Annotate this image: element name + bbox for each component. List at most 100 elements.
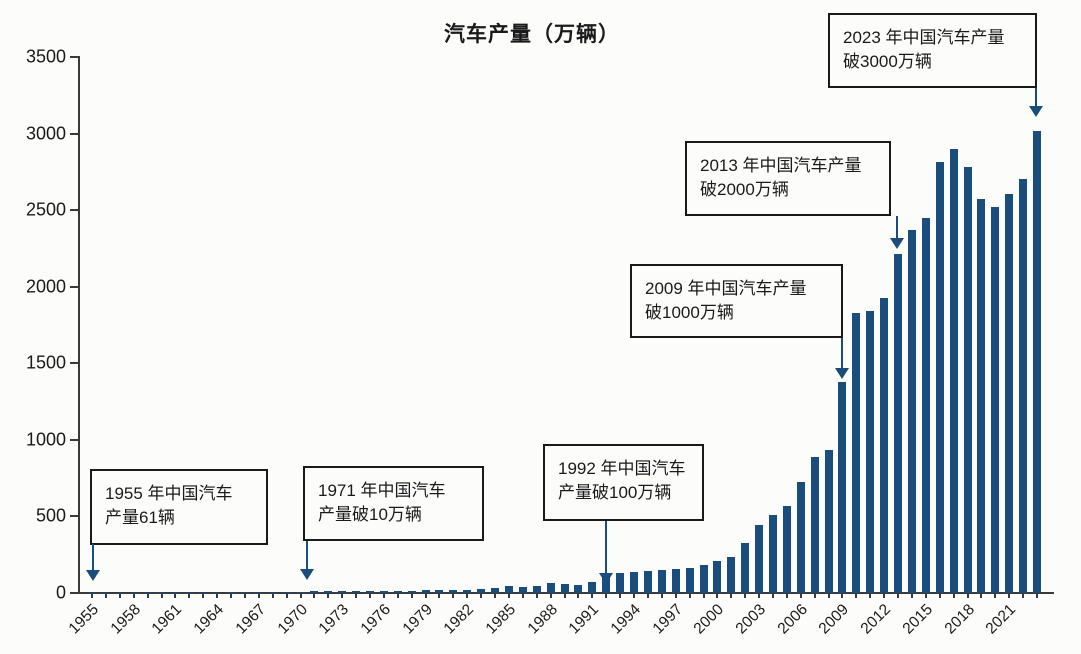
bar-1988: [546, 583, 555, 593]
y-tick-label-3500: 3500: [25, 46, 66, 67]
annotation-arrow-2009: [835, 338, 849, 379]
x-tick-2015: [924, 593, 927, 598]
arrow-head-icon: [599, 573, 613, 584]
x-tick-1958: [132, 593, 135, 598]
x-tick-1963: [202, 593, 205, 598]
x-tick-1980: [438, 593, 441, 598]
arrow-stem: [841, 338, 843, 369]
x-tick-1975: [368, 593, 371, 598]
x-tick-1962: [188, 593, 191, 598]
x-tick-1999: [702, 593, 705, 598]
bar-1997: [671, 568, 680, 593]
x-tick-1988: [549, 593, 552, 598]
annotation-text: 1971 年中国汽车: [318, 481, 446, 500]
x-tick-2016: [938, 593, 941, 598]
x-tick-1971: [313, 593, 316, 598]
x-tick-2022: [1022, 593, 1025, 598]
bar-2018: [963, 167, 972, 593]
x-tick-1996: [660, 593, 663, 598]
arrow-head-icon: [300, 569, 314, 580]
bar-2023: [1033, 131, 1041, 593]
annotation-box-2023: 2023 年中国汽车产量 破3000万辆: [828, 13, 1037, 88]
arrow-head-icon: [890, 238, 904, 249]
arrow-stem: [306, 541, 308, 570]
bar-2019: [977, 199, 986, 593]
x-tick-1977: [396, 593, 399, 598]
annotation-text: 破3000万辆: [843, 52, 932, 71]
y-tick-1000: [70, 438, 78, 441]
x-tick-1990: [577, 593, 580, 598]
x-tick-1997: [674, 593, 677, 598]
bar-2000: [713, 561, 722, 593]
bar-2021: [1005, 193, 1014, 593]
y-tick-label-3000: 3000: [25, 123, 66, 144]
bar-2014: [907, 229, 916, 593]
x-tick-2001: [730, 593, 733, 598]
x-tick-1969: [285, 593, 288, 598]
x-tick-1983: [480, 593, 483, 598]
y-tick-3000: [70, 132, 78, 135]
x-tick-1981: [452, 593, 455, 598]
annotation-text: 产量破100万辆: [558, 483, 672, 502]
bar-2011: [866, 310, 875, 593]
bar-1965: [227, 592, 235, 593]
bar-1998: [685, 568, 694, 593]
y-tick-label-2000: 2000: [25, 276, 66, 297]
annotation-box-1971: 1971 年中国汽车 产量破10万辆: [303, 466, 484, 541]
x-tick-2017: [952, 593, 955, 598]
bar-1969: [282, 592, 291, 593]
bar-1972: [324, 591, 333, 593]
bar-1983: [477, 589, 486, 593]
annotation-box-1955: 1955 年中国汽车 产量61辆: [90, 469, 268, 545]
bar-2008: [824, 449, 833, 593]
y-tick-label-1000: 1000: [25, 429, 66, 450]
x-tick-2019: [980, 593, 983, 598]
chart-title: 汽车产量（万辆）: [444, 23, 620, 46]
x-tick-2006: [799, 593, 802, 598]
x-tick-1964: [216, 593, 219, 598]
arrow-stem: [605, 521, 607, 574]
annotation-text: 1955 年中国汽车: [105, 484, 233, 503]
bar-1984: [491, 588, 499, 593]
x-tick-1979: [424, 593, 427, 598]
y-tick-2000: [70, 285, 78, 288]
bar-1987: [532, 585, 541, 593]
x-tick-1966: [243, 593, 246, 598]
bar-1994: [630, 572, 638, 593]
bar-1979: [421, 590, 430, 593]
bar-1973: [338, 591, 347, 593]
arrow-stem: [896, 216, 898, 239]
bar-2013: [894, 254, 902, 593]
annotation-arrow-1955: [86, 544, 100, 581]
bar-1981: [449, 590, 458, 593]
annotation-text: 产量61辆: [105, 508, 175, 527]
bar-2012: [880, 297, 889, 593]
x-tick-2011: [869, 593, 872, 598]
bar-1978: [407, 590, 416, 593]
bar-1976: [379, 590, 388, 593]
annotation-box-2013: 2013 年中国汽车产量 破2000万辆: [685, 141, 891, 216]
x-tick-1961: [174, 593, 177, 598]
bar-2015: [921, 217, 930, 593]
bar-1980: [435, 589, 444, 593]
bar-1975: [365, 590, 374, 593]
y-tick-label-2500: 2500: [25, 199, 66, 220]
x-tick-2000: [716, 593, 719, 598]
arrow-stem: [92, 544, 94, 571]
bar-1966: [240, 592, 249, 593]
x-tick-2021: [1008, 593, 1011, 598]
annotation-text: 破1000万辆: [645, 303, 734, 322]
x-tick-1987: [535, 593, 538, 598]
bar-2020: [991, 206, 1000, 593]
annotation-arrow-2013: [890, 216, 904, 249]
annotation-text: 2013 年中国汽车产量: [700, 156, 862, 175]
bar-2006: [796, 481, 805, 593]
bar-2001: [727, 557, 736, 593]
x-tick-1970: [299, 593, 302, 598]
x-tick-1967: [257, 593, 260, 598]
annotation-arrow-1971: [300, 541, 314, 580]
y-tick-2500: [70, 209, 78, 212]
bar-1974: [352, 591, 360, 593]
annotation-text: 2009 年中国汽车产量: [645, 279, 807, 298]
